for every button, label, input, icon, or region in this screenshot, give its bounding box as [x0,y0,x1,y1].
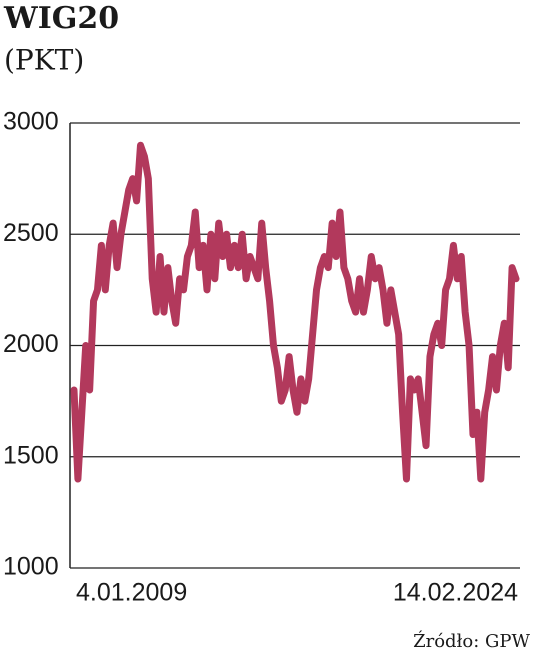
chart-subtitle: (PKT) [4,44,84,77]
y-tick-label: 3000 [3,108,59,136]
y-tick-label: 1000 [3,553,59,581]
y-tick-label: 2000 [3,330,59,358]
x-tick-label: 14.02.2024 [393,579,518,607]
y-tick-label: 1500 [3,441,59,469]
y-tick-label: 2500 [3,219,59,247]
chart-title: WIG20 [3,1,119,36]
x-tick-label: 4.01.2009 [76,579,187,607]
data-line [70,141,520,483]
source: Źródło: GPW [413,629,530,652]
